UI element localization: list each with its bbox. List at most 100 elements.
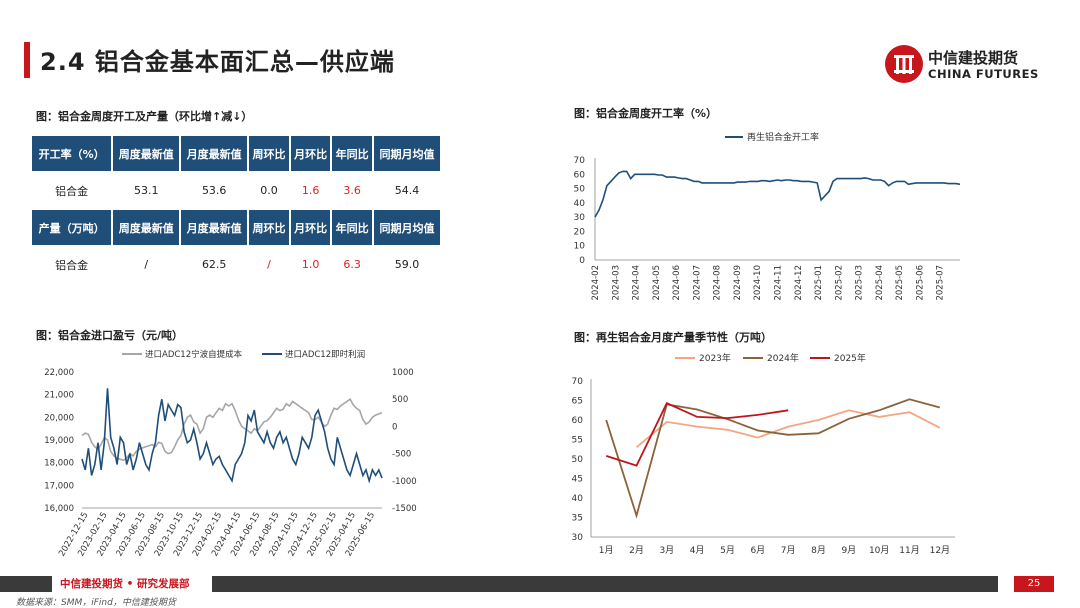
x-tick-label: 2025-02 <box>834 265 844 301</box>
table-row: 铝合金 / 62.5 / 1.0 6.3 59.0 <box>32 247 440 282</box>
y-tick-label: 30 <box>574 213 586 223</box>
table-title: 图：铝合金周度开工及产量（环比增↑减↓） <box>36 110 253 123</box>
series-line-operating-rate <box>594 170 961 218</box>
chart3-title: 图：再生铝合金月度产量季节性（万吨） <box>574 331 772 344</box>
x-tick-label: 8月 <box>811 545 826 556</box>
y-tick-label: 60 <box>572 416 584 426</box>
legend-label: 进口ADC12即时利润 <box>285 349 365 360</box>
legend-label: 进口ADC12宁波自提成本 <box>145 349 243 360</box>
table-header-cell: 月环比 <box>290 136 331 171</box>
y-tick-label: 30 <box>572 533 584 543</box>
table-header-cell: 月度最新值 <box>181 136 248 171</box>
table-cell: 6.3 <box>343 258 361 271</box>
y-tick-label: 10 <box>574 242 586 252</box>
stats-table: 开工率（%） 周度最新值 月度最新值 周环比 月环比 年同比 同期月均值 铝合金… <box>30 134 442 284</box>
table-header-cell: 周度最新值 <box>113 136 180 171</box>
series-line-import-profit <box>81 388 383 484</box>
company-logo-icon <box>885 45 923 83</box>
y-left-tick-label: 16,000 <box>44 504 74 514</box>
table-header-cell: 同期月均值 <box>373 136 440 171</box>
y-tick-label: 55 <box>572 436 583 446</box>
chart-operating-rate: 再生铝合金开工率 70 60 50 40 30 20 10 0 2024-02 2024-03 202… <box>574 131 961 301</box>
x-tick-label: 7月 <box>781 545 796 556</box>
table-header-cell: 周环比 <box>249 210 289 245</box>
x-tick-label: 2025-05 <box>895 265 905 301</box>
table-header-cell: 周环比 <box>249 136 289 171</box>
table-header-row: 开工率（%） 周度最新值 月度最新值 周环比 月环比 年同比 同期月均值 <box>32 136 440 171</box>
table-header-cell: 月度最新值 <box>181 210 248 245</box>
x-tick-label: 1月 <box>599 545 614 556</box>
table-cell: / <box>267 258 271 271</box>
x-tick-label: 2025-07 <box>936 265 946 301</box>
x-tick-label: 2024-10 <box>753 265 763 301</box>
x-tick-label: 2024-03 <box>611 265 621 301</box>
x-tick-label: 2025-06 <box>915 265 925 301</box>
y-right-tick-label: -1500 <box>392 504 417 514</box>
y-left-tick-label: 20,000 <box>44 413 74 423</box>
legend-label: 2024年 <box>767 352 799 364</box>
x-tick-label: 2024-07 <box>692 265 702 301</box>
table-header-row: 产量（万吨） 周度最新值 月度最新值 周环比 月环比 年同比 同期月均值 <box>32 210 440 245</box>
y-right-tick-label: 0 <box>392 422 397 432</box>
table-cell: 53.1 <box>133 184 159 197</box>
x-tick-label: 6月 <box>750 545 765 556</box>
y-right-tick-label: 500 <box>392 395 408 405</box>
y-right-tick-label: -1000 <box>392 477 417 487</box>
logo-text-cn: 中信建投期货 <box>928 49 1019 67</box>
y-left-tick-label: 18,000 <box>44 459 74 469</box>
y-tick-label: 50 <box>574 185 586 195</box>
footer-divider <box>212 576 998 592</box>
chart1-title: 图：铝合金周度开工率（%） <box>574 107 718 120</box>
table-cell: 3.6 <box>343 184 361 197</box>
y-tick-label: 45 <box>572 475 583 485</box>
y-right-tick-label: 1000 <box>392 368 414 378</box>
title-accent-bar <box>24 42 30 78</box>
x-tick-label: 11月 <box>899 545 919 556</box>
y-tick-label: 70 <box>574 156 586 166</box>
table-header-cell: 年同比 <box>332 136 372 171</box>
table-header-cell: 产量（万吨） <box>32 210 112 245</box>
series-line-2023年 <box>635 409 941 448</box>
y-left-tick-label: 19,000 <box>44 436 74 446</box>
y-left-tick-label: 17,000 <box>44 481 74 491</box>
table-row: 铝合金 53.1 53.6 0.0 1.6 3.6 54.4 <box>32 173 440 208</box>
x-tick-label: 2024-06 <box>672 265 682 301</box>
series-line-2024年 <box>605 398 941 519</box>
x-tick-label: 2025-04 <box>875 265 885 301</box>
legend-label: 2023年 <box>699 352 731 364</box>
x-tick-label: 4月 <box>690 545 705 556</box>
x-tick-label: 2025-03 <box>855 265 865 301</box>
x-tick-label: 5月 <box>720 545 735 556</box>
x-tick-label: 2025-01 <box>814 265 824 301</box>
x-tick-label: 2024-08 <box>713 265 723 301</box>
y-tick-label: 65 <box>572 397 583 407</box>
y-tick-label: 70 <box>572 377 584 387</box>
table-cell: 62.5 <box>201 258 227 271</box>
x-tick-label: 2024-02 <box>591 265 601 301</box>
chart-import-profit: 进口ADC12宁波自提成本 进口ADC12即时利润 22,000 21,000 20,0… <box>44 349 417 558</box>
footer-org: 中信建投期货 • 研究发展部 <box>52 576 212 592</box>
table-cell: 54.4 <box>394 184 420 197</box>
y-tick-label: 40 <box>574 199 586 209</box>
x-tick-label: 2024-11 <box>774 265 784 301</box>
legend-label: 再生铝合金开工率 <box>747 131 819 143</box>
y-tick-label: 60 <box>574 170 586 180</box>
y-tick-label: 20 <box>574 227 586 237</box>
x-tick-label: 3月 <box>659 545 674 556</box>
series-line-2025年 <box>605 402 789 467</box>
page-title: 2.4 铝合金基本面汇总—供应端 <box>40 48 395 76</box>
x-tick-label: 2024-05 <box>652 265 662 301</box>
series-line-import-cost <box>81 398 383 462</box>
x-tick-label: 10月 <box>869 545 889 556</box>
x-tick-label: 2024-09 <box>733 265 743 301</box>
table-cell: 0.0 <box>260 184 278 197</box>
table-header-cell: 月环比 <box>290 210 331 245</box>
table-cell: 1.0 <box>301 258 320 271</box>
y-tick-label: 35 <box>572 514 583 524</box>
table-header-cell: 周度最新值 <box>113 210 180 245</box>
table-header-cell: 同期月均值 <box>373 210 440 245</box>
logo-text-en: CHINA FUTURES <box>928 67 1039 81</box>
data-source: 数据来源：SMM，iFind，中信建投期货 <box>16 598 176 608</box>
x-tick-label: 2024-12 <box>794 265 804 301</box>
y-right-tick-label: -500 <box>392 450 411 460</box>
